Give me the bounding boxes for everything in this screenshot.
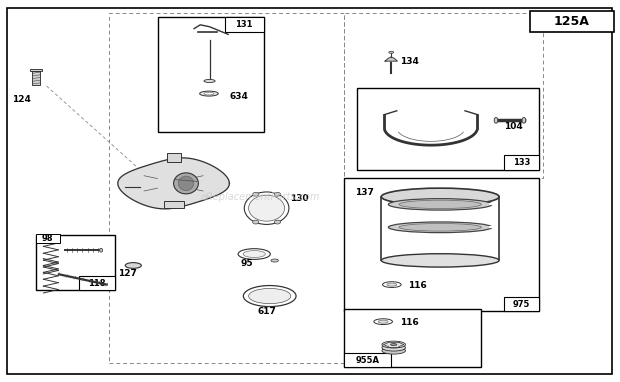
Ellipse shape <box>243 286 296 306</box>
Text: 617: 617 <box>257 307 276 316</box>
Ellipse shape <box>381 254 499 267</box>
Ellipse shape <box>204 92 214 95</box>
Ellipse shape <box>244 192 289 225</box>
Bar <box>79 276 115 290</box>
Text: 131: 131 <box>236 20 253 29</box>
Bar <box>164 201 184 208</box>
Bar <box>344 178 539 311</box>
Polygon shape <box>385 57 397 61</box>
Text: 130: 130 <box>290 194 308 203</box>
Circle shape <box>274 220 280 224</box>
Polygon shape <box>118 158 229 209</box>
Bar <box>344 309 480 367</box>
Bar <box>344 353 391 367</box>
Ellipse shape <box>382 344 405 351</box>
Text: 116: 116 <box>408 281 427 290</box>
Text: 127: 127 <box>118 269 136 278</box>
Ellipse shape <box>381 188 499 206</box>
Text: eReplacementParts.com: eReplacementParts.com <box>201 192 320 202</box>
Ellipse shape <box>378 320 388 323</box>
Circle shape <box>274 193 280 196</box>
Ellipse shape <box>382 347 405 354</box>
Bar <box>504 297 539 311</box>
Ellipse shape <box>389 52 394 53</box>
Ellipse shape <box>399 200 481 209</box>
Circle shape <box>253 220 259 224</box>
Text: 104: 104 <box>504 121 523 131</box>
Ellipse shape <box>388 222 492 233</box>
Ellipse shape <box>383 282 401 288</box>
Text: 95: 95 <box>241 259 253 268</box>
Ellipse shape <box>399 223 481 231</box>
Bar <box>30 69 42 71</box>
Bar <box>504 155 539 170</box>
Bar <box>167 153 181 162</box>
Bar <box>356 88 539 170</box>
Ellipse shape <box>243 251 265 257</box>
Bar <box>225 17 264 32</box>
Ellipse shape <box>382 341 405 348</box>
Ellipse shape <box>179 176 194 191</box>
Ellipse shape <box>374 319 392 325</box>
Ellipse shape <box>249 288 291 304</box>
Text: 975: 975 <box>513 299 531 309</box>
Text: 137: 137 <box>355 188 374 197</box>
Ellipse shape <box>522 118 526 123</box>
Ellipse shape <box>204 79 215 83</box>
Ellipse shape <box>391 344 397 345</box>
Text: 124: 124 <box>12 95 30 104</box>
Text: 955A: 955A <box>355 356 379 365</box>
Text: 634: 634 <box>229 92 248 101</box>
Ellipse shape <box>249 195 285 221</box>
Bar <box>32 71 40 85</box>
Ellipse shape <box>388 199 492 210</box>
Text: 118: 118 <box>88 278 106 288</box>
Bar <box>36 234 60 243</box>
Text: 133: 133 <box>513 158 531 167</box>
Text: 125A: 125A <box>554 15 590 29</box>
Text: 134: 134 <box>400 57 419 66</box>
Ellipse shape <box>200 91 218 96</box>
Ellipse shape <box>174 173 198 194</box>
Ellipse shape <box>125 263 141 268</box>
Circle shape <box>253 193 259 196</box>
Text: 116: 116 <box>400 318 419 327</box>
Bar <box>530 11 614 32</box>
Ellipse shape <box>238 249 270 259</box>
Ellipse shape <box>271 259 278 262</box>
Text: 98: 98 <box>42 234 53 243</box>
Ellipse shape <box>387 283 397 286</box>
Ellipse shape <box>494 118 498 123</box>
Ellipse shape <box>99 248 103 252</box>
Bar <box>344 13 542 178</box>
Bar <box>36 235 115 290</box>
Bar <box>108 13 344 363</box>
Bar <box>158 17 264 132</box>
